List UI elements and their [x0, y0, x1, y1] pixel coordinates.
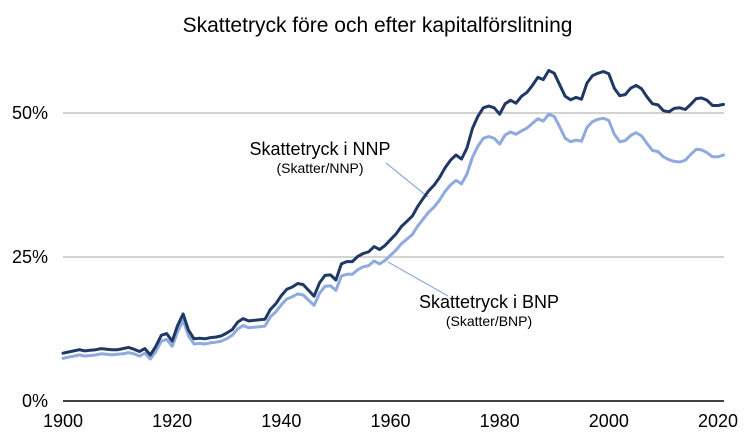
bnp-series-line [61, 112, 725, 361]
x-tick-label-1940: 1940 [261, 411, 302, 431]
x-tick-label-2000: 2000 [588, 411, 629, 431]
nnp-series-line [61, 68, 725, 357]
annotation-bnp-label: Skattetryck i BNP [418, 292, 560, 312]
x-tick-label-1960: 1960 [370, 411, 411, 431]
y-tick-label-50: 50% [11, 103, 48, 123]
bnp-leader-line [387, 261, 449, 297]
y-tick-label-25: 25% [11, 247, 48, 267]
annotation-nnp: Skattetryck i NNP (Skatter/NNP) [205, 139, 435, 176]
chart-title: Skattetryck före och efter kapitalförsli… [182, 14, 573, 37]
annotation-nnp-label: Skattetryck i NNP [249, 139, 391, 159]
x-tick-label-1980: 1980 [479, 411, 520, 431]
annotation-bnp: Skattetryck i BNP (Skatter/BNP) [374, 292, 604, 329]
y-tick-label-0: 0% [21, 391, 48, 411]
annotation-nnp-sublabel: (Skatter/NNP) [276, 160, 364, 176]
nnp-leader-line [385, 162, 429, 198]
annotation-bnp-sublabel: (Skatter/BNP) [445, 313, 533, 329]
x-tick-label-1900: 1900 [42, 411, 84, 431]
x-tick-label-2020: 2020 [697, 411, 739, 431]
x-tick-label-1920: 1920 [152, 411, 193, 431]
